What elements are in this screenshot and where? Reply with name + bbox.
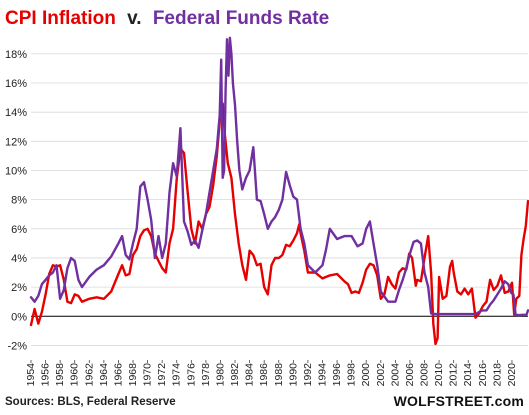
- y-tick-label: 18%: [5, 49, 27, 61]
- x-tick-label: 1990: [287, 363, 299, 387]
- x-tick-label: 2004: [389, 363, 401, 387]
- x-tick-label: 1998: [346, 363, 358, 387]
- x-tick-label: 2000: [360, 363, 372, 387]
- chart-title: CPI Inflation v. Federal Funds Rate: [5, 8, 329, 29]
- x-tick-label: 2008: [419, 363, 431, 387]
- grid-lines: [31, 53, 528, 346]
- source-note: Sources: BLS, Federal Reserve: [5, 396, 176, 408]
- cpi-inflation-line: [29, 102, 529, 346]
- x-tick-label: 2016: [477, 363, 489, 387]
- x-tick-label: 2012: [448, 363, 460, 387]
- fed-funds-rate-line: [29, 36, 529, 317]
- x-tick-label: 2018: [491, 363, 503, 387]
- title-cpi: CPI Inflation: [5, 8, 116, 29]
- x-tick-label: 1962: [83, 363, 95, 387]
- title-fed: Federal Funds Rate: [153, 8, 329, 29]
- y-tick-label: 10%: [5, 165, 27, 177]
- x-tick-label: 1982: [229, 363, 241, 387]
- x-tick-label: 1986: [258, 363, 270, 387]
- x-tick-label: 1954: [25, 363, 37, 387]
- x-tick-label: 1980: [214, 363, 226, 387]
- x-tick-label: 1960: [69, 363, 81, 387]
- x-tick-label: 1992: [302, 363, 314, 387]
- brand-watermark: WOLFSTREET.com: [394, 393, 524, 409]
- x-tick-label: 1978: [200, 363, 212, 387]
- y-tick-label: 4%: [11, 253, 27, 265]
- x-tick-label: 2014: [462, 363, 474, 387]
- x-axis-ticks: 1954 1956 1958 1960 1962 1964 1966 1968 1970 1972…: [25, 360, 518, 386]
- y-tick-label: 16%: [5, 78, 27, 90]
- x-tick-label: 1968: [127, 363, 139, 387]
- y-tick-label: 6%: [11, 224, 27, 236]
- x-tick-label: 1964: [98, 363, 110, 387]
- x-tick-label: 1988: [273, 363, 285, 387]
- y-tick-label: -2%: [7, 340, 27, 352]
- x-tick-label: 2006: [404, 363, 416, 387]
- y-tick-label: 2%: [11, 282, 27, 294]
- y-tick-label: 14%: [5, 107, 27, 119]
- title-vs: v.: [127, 8, 141, 29]
- x-tick-label: 1974: [171, 363, 183, 387]
- x-tick-label: 1984: [244, 363, 256, 387]
- series-lines: [29, 36, 529, 346]
- x-tick-label: 1958: [54, 363, 66, 387]
- x-tick-label: 2002: [375, 363, 387, 387]
- y-tick-label: 0%: [11, 311, 27, 323]
- y-tick-label: 12%: [5, 136, 27, 148]
- x-tick-label: 2020: [506, 363, 518, 387]
- x-tick-label: 1996: [331, 363, 343, 387]
- x-tick-label: 1966: [112, 363, 124, 387]
- x-tick-label: 1972: [156, 363, 168, 387]
- x-tick-label: 1970: [142, 363, 154, 387]
- y-tick-label: 8%: [11, 195, 27, 207]
- x-tick-label: 1976: [185, 363, 197, 387]
- x-tick-label: 2010: [433, 363, 445, 387]
- x-tick-label: 1994: [316, 363, 328, 387]
- x-tick-label: 1956: [40, 363, 52, 387]
- y-axis-ticks: -2% 0% 2% 4% 6% 8% 10% 12% 14% 16% 18%: [5, 49, 27, 353]
